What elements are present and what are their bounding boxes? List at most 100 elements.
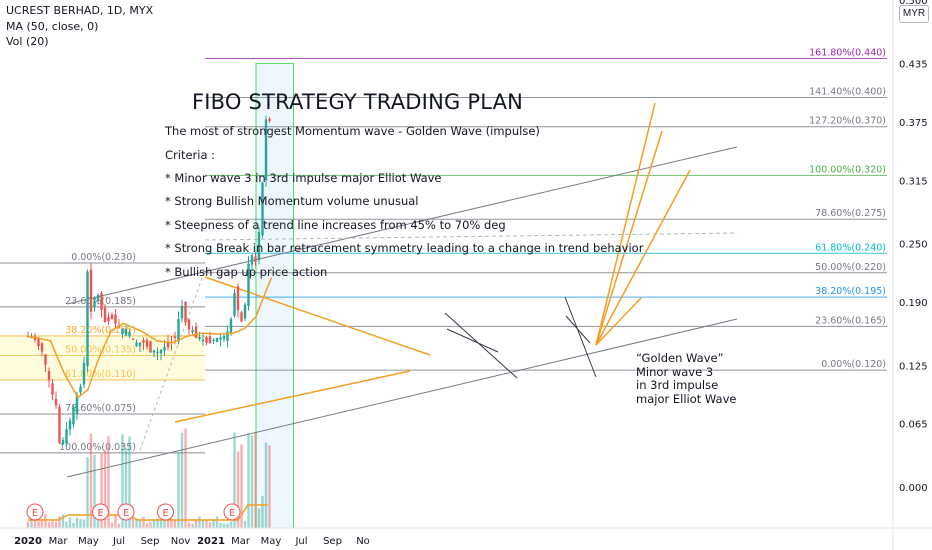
golden-wave-box <box>255 62 294 529</box>
candle-body <box>177 318 180 341</box>
event-marker-label: E <box>32 508 38 519</box>
time-tick-label: Mar <box>231 536 251 547</box>
volume-bar <box>212 518 215 528</box>
volume-bar <box>128 436 131 528</box>
candle-body <box>201 339 205 342</box>
candle-body <box>100 293 103 311</box>
volume-bar <box>89 433 93 528</box>
fib-level-label: 61.80%(0.240) <box>815 242 886 253</box>
event-marker <box>157 503 174 521</box>
candle-body <box>93 301 96 308</box>
candle-body <box>184 301 187 323</box>
volume-bar <box>33 516 37 528</box>
candle-body <box>163 347 166 351</box>
fib-level-label: 38.20%(0.195) <box>815 286 886 297</box>
candle-body <box>128 332 131 337</box>
candle-body <box>240 312 243 322</box>
volume-bar <box>215 516 219 528</box>
volume-bar <box>233 432 236 528</box>
candle-body <box>191 330 194 333</box>
event-marker <box>223 503 241 521</box>
event-marker-label: E <box>162 508 168 519</box>
volume-bar <box>54 521 58 528</box>
price-tick-label: 0.500 <box>899 0 928 7</box>
candle-body <box>72 406 75 425</box>
price-tick-label: 0.065 <box>899 420 928 431</box>
volume-bar <box>26 521 30 528</box>
candle-body <box>86 271 89 367</box>
dashed-trend-line <box>204 232 738 241</box>
volume-bar <box>156 518 159 528</box>
volume-indicator-legend[interactable]: Vol (20) <box>6 35 49 48</box>
volume-bar <box>51 521 54 528</box>
ma50-line <box>27 277 273 399</box>
candle-body <box>103 307 107 322</box>
volume-bar <box>177 452 180 528</box>
volume-bar <box>166 519 170 528</box>
volume-bar <box>243 520 247 528</box>
candle-body <box>152 350 156 353</box>
volume-bar <box>68 517 72 528</box>
volume-bar <box>219 522 222 528</box>
volume-bar <box>72 523 75 528</box>
ma-indicator-legend[interactable]: MA (50, close, 0) <box>6 20 99 33</box>
note-line: “Golden Wave” <box>636 351 724 365</box>
fib-level-label: 141.40%(0.400) <box>809 86 886 97</box>
fib-level-label: 78.60%(0.075) <box>65 403 136 414</box>
note-line: major Elliot Wave <box>636 391 737 406</box>
volume-bar <box>226 523 229 528</box>
fan-line <box>595 130 663 346</box>
wedge-resistance-line <box>204 276 431 356</box>
volume-bar <box>191 523 194 528</box>
time-tick-label: May <box>261 536 282 547</box>
volume-bar <box>79 519 82 528</box>
candle-body <box>173 336 177 338</box>
price-tick-label: 0.125 <box>899 361 928 372</box>
candle-body <box>58 406 61 443</box>
volume-bar <box>82 519 86 528</box>
candle-body <box>222 335 226 339</box>
time-tick-label: 2021 <box>197 536 225 547</box>
candle-body <box>145 339 149 347</box>
volume-bar <box>86 457 89 528</box>
candle-body <box>229 318 233 334</box>
candle-body <box>247 263 250 306</box>
volume-bar <box>61 514 65 528</box>
candle-body <box>135 342 138 347</box>
ma-line <box>27 277 273 521</box>
candle-body <box>114 314 117 324</box>
fib-level-label: 23.60%(0.165) <box>815 315 886 326</box>
candle-body <box>215 337 219 342</box>
candle-body <box>250 255 254 265</box>
volume-bar <box>247 432 250 528</box>
volume-bar <box>100 453 103 528</box>
volume-bar <box>222 523 226 528</box>
candle-body <box>82 362 86 385</box>
volume-bar <box>65 521 68 528</box>
time-tick-label: 2020 <box>14 536 42 547</box>
volume-bar <box>149 522 152 528</box>
price-tick-label: 0.000 <box>899 483 928 494</box>
time-tick-label: Sep <box>323 536 342 547</box>
fib-level-label: 127.20%(0.370) <box>809 116 886 127</box>
fib-level-label: 50.00%(0.220) <box>815 262 886 273</box>
fib-level-label: 100.00%(0.320) <box>809 164 886 175</box>
currency-label[interactable]: MYR <box>899 5 929 23</box>
event-marker <box>117 503 135 521</box>
flag-line <box>564 296 597 378</box>
volume-bar <box>180 432 184 528</box>
candle-body <box>96 295 100 302</box>
candle-body <box>233 292 236 316</box>
time-tick-label: Mar <box>49 536 69 547</box>
event-marker-label: E <box>97 508 103 519</box>
flag-line <box>565 315 591 344</box>
fib-level-label: 161.80%(0.440) <box>809 48 886 59</box>
volume-bar <box>96 517 100 528</box>
candle-body <box>208 336 212 344</box>
volume-bar <box>170 518 173 528</box>
candle-body <box>166 341 170 348</box>
price-tick-label: 0.250 <box>899 240 928 251</box>
volume-bar <box>121 434 124 528</box>
dashed-swing-line <box>139 269 206 451</box>
